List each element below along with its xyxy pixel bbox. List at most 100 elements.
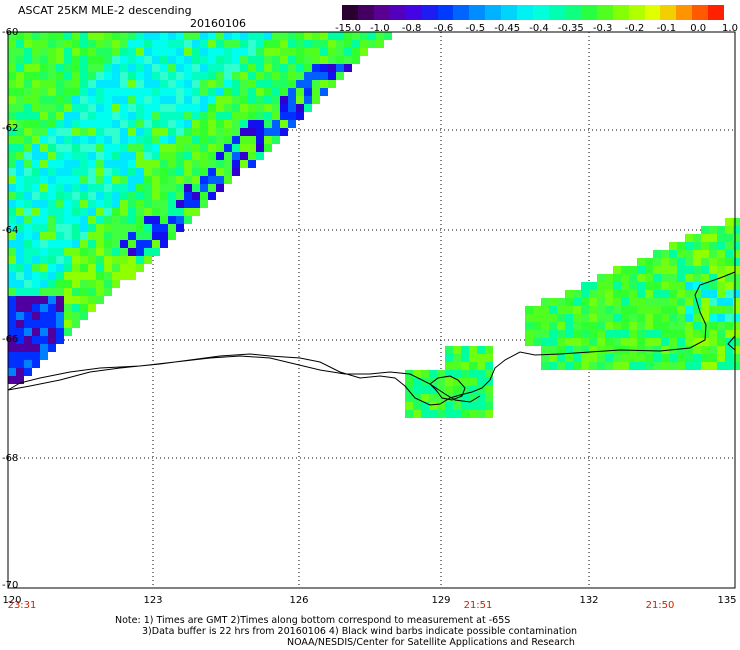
data-cell: [477, 354, 485, 362]
data-cell: [264, 56, 272, 64]
data-cell: [565, 290, 573, 298]
data-cell: [541, 338, 549, 346]
data-cell: [296, 88, 304, 96]
data-cell: [733, 282, 740, 290]
data-cell: [96, 144, 104, 152]
data-cell: [168, 168, 176, 176]
data-cell: [112, 64, 120, 72]
data-cell: [104, 200, 112, 208]
data-cell: [96, 176, 104, 184]
data-cell: [24, 240, 32, 248]
data-cell: [112, 144, 120, 152]
data-cell: [717, 338, 725, 346]
data-cell: [240, 80, 248, 88]
data-cell: [445, 346, 453, 354]
data-cell: [64, 64, 72, 72]
data-cell: [96, 232, 104, 240]
data-cell: [453, 362, 461, 370]
data-cell: [16, 320, 24, 328]
data-cell: [128, 160, 136, 168]
data-cell: [184, 184, 192, 192]
data-cell: [152, 152, 160, 160]
data-cell: [296, 112, 304, 120]
data-cell: [240, 136, 248, 144]
data-cell: [144, 48, 152, 56]
data-cell: [176, 144, 184, 152]
data-cell: [693, 282, 701, 290]
data-cell: [216, 64, 224, 72]
data-cell: [224, 136, 232, 144]
data-cell: [168, 136, 176, 144]
data-cell: [160, 80, 168, 88]
data-cell: [64, 168, 72, 176]
data-cell: [693, 330, 701, 338]
data-cell: [232, 136, 240, 144]
data-cell: [192, 120, 200, 128]
data-cell: [192, 208, 200, 216]
data-cell: [104, 128, 112, 136]
data-cell: [96, 208, 104, 216]
data-cell: [637, 306, 645, 314]
data-cell: [296, 96, 304, 104]
data-cell: [152, 56, 160, 64]
data-cell: [64, 272, 72, 280]
data-cell: [264, 32, 272, 40]
data-cell: [72, 64, 80, 72]
data-cell: [16, 368, 24, 376]
data-cell: [80, 224, 88, 232]
data-cell: [80, 216, 88, 224]
data-cell: [72, 264, 80, 272]
data-cell: [128, 64, 136, 72]
data-cell: [288, 104, 296, 112]
data-cell: [128, 192, 136, 200]
data-cell: [72, 40, 80, 48]
data-cell: [304, 88, 312, 96]
data-cell: [613, 322, 621, 330]
colorbar-segment: [548, 5, 565, 20]
data-cell: [280, 32, 288, 40]
data-cell: [112, 216, 120, 224]
data-cell: [549, 354, 557, 362]
data-cell: [597, 354, 605, 362]
data-cell: [248, 160, 256, 168]
data-cell: [312, 56, 320, 64]
data-cell: [128, 80, 136, 88]
data-cell: [120, 80, 128, 88]
data-cell: [8, 344, 16, 352]
data-cell: [717, 306, 725, 314]
data-cell: [136, 104, 144, 112]
data-cell: [24, 48, 32, 56]
data-cell: [24, 328, 32, 336]
data-cell: [653, 298, 661, 306]
data-cell: [72, 72, 80, 80]
data-cell: [216, 56, 224, 64]
data-cell: [224, 72, 232, 80]
data-cell: [48, 176, 56, 184]
data-cell: [557, 354, 565, 362]
data-cell: [629, 338, 637, 346]
data-cell: [56, 48, 64, 56]
data-cell: [40, 152, 48, 160]
lon-label: 129: [431, 595, 451, 606]
data-cell: [24, 168, 32, 176]
data-cell: [176, 160, 184, 168]
data-cell: [176, 136, 184, 144]
data-cell: [56, 328, 64, 336]
data-cell: [677, 290, 685, 298]
data-cell: [128, 232, 136, 240]
data-cell: [693, 250, 701, 258]
data-cell: [605, 298, 613, 306]
data-cell: [88, 120, 96, 128]
data-cell: [485, 402, 493, 410]
data-cell: [565, 338, 573, 346]
data-cell: [304, 80, 312, 88]
data-cell: [160, 216, 168, 224]
data-cell: [669, 330, 677, 338]
data-cell: [280, 120, 288, 128]
data-cell: [733, 298, 740, 306]
data-cell: [64, 96, 72, 104]
data-cell: [405, 394, 413, 402]
data-cell: [72, 200, 80, 208]
data-cell: [328, 48, 336, 56]
data-cell: [72, 216, 80, 224]
